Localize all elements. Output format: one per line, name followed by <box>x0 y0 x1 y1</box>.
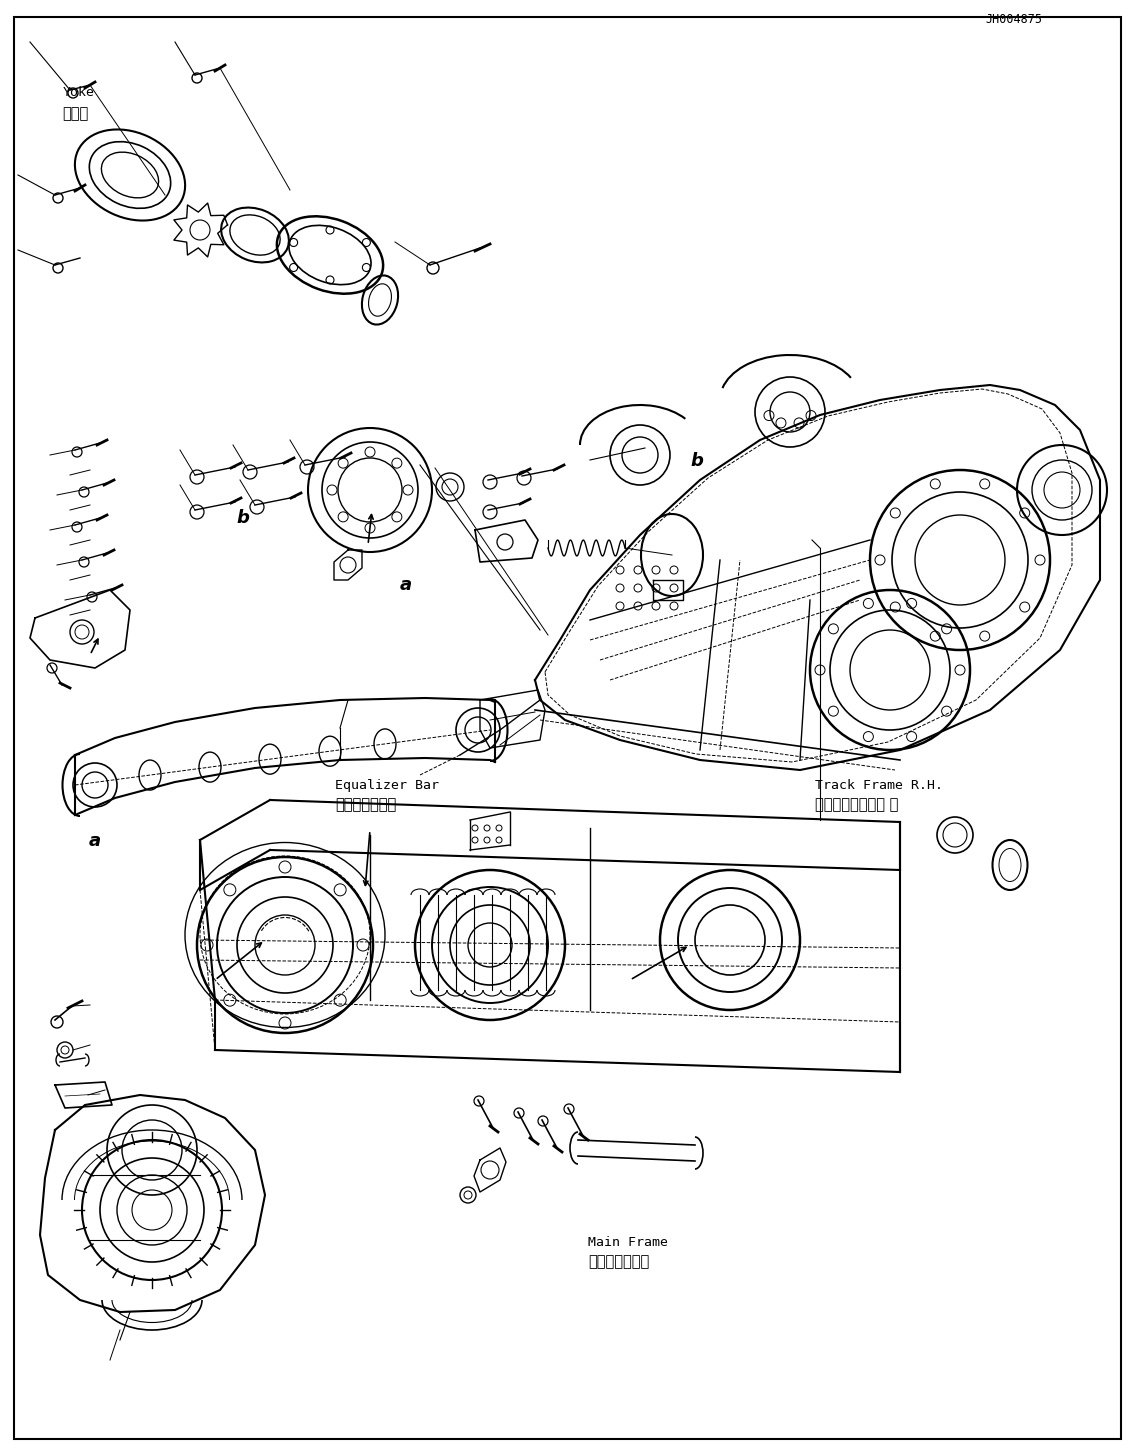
Text: JH004875: JH004875 <box>985 13 1042 26</box>
Text: メインフレーム: メインフレーム <box>588 1255 649 1270</box>
Text: a: a <box>400 577 412 594</box>
Text: Main Frame: Main Frame <box>588 1236 667 1249</box>
Text: ヨーク: ヨーク <box>62 106 89 121</box>
Text: Equalizer Bar: Equalizer Bar <box>335 779 439 792</box>
Text: イコライザバー: イコライザバー <box>335 798 396 812</box>
Text: Yoke: Yoke <box>62 86 94 99</box>
Text: a: a <box>89 833 101 850</box>
Text: Track Frame R.H.: Track Frame R.H. <box>815 779 943 792</box>
Text: b: b <box>236 510 249 527</box>
Text: トラックフレーム 右: トラックフレーム 右 <box>815 798 898 812</box>
Text: b: b <box>690 453 703 470</box>
